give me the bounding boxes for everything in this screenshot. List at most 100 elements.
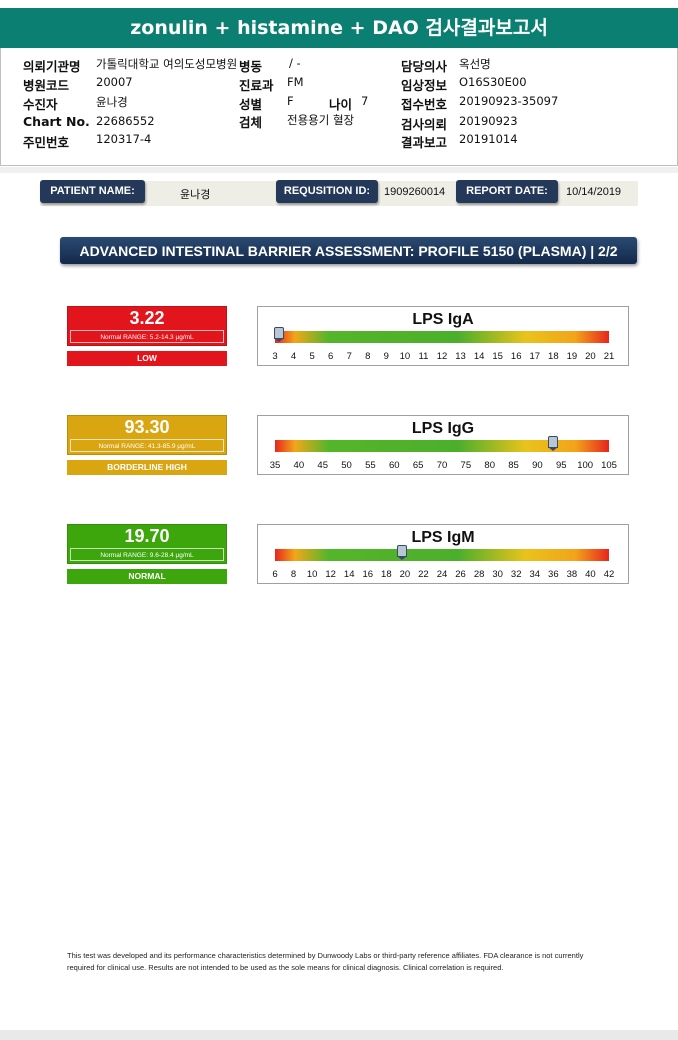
gauge-bar xyxy=(275,440,609,452)
gauge-tick-label: 30 xyxy=(492,569,503,580)
clinical-info-value: O16S30E00 xyxy=(459,75,527,89)
result-value: 3.22 xyxy=(129,308,165,328)
gauge-tick-label: 10 xyxy=(399,351,411,362)
result-value: 93.30 xyxy=(124,417,170,437)
requisition-id-label: REQUSITION ID: xyxy=(276,180,378,203)
chart-no-value: 22686552 xyxy=(96,114,155,128)
normal-range: Normal RANGE: 41.3-85.9 µg/mL xyxy=(70,439,224,452)
gauge-title: LPS IgG xyxy=(411,420,475,437)
hospital-code-label: 병원코드 xyxy=(23,78,70,93)
result-value-box: 3.22 Normal RANGE: 5.2-14.3 µg/mL xyxy=(67,306,227,346)
request-date-value: 20190923 xyxy=(459,114,518,128)
bottom-band xyxy=(0,1030,678,1040)
gauge-tick-label: 36 xyxy=(548,569,559,580)
gauge-marker xyxy=(274,327,285,342)
resident-id-value: 120317-4 xyxy=(96,132,152,146)
gauge-tick-label: 55 xyxy=(365,460,376,471)
report-date-pill-label: REPORT DATE: xyxy=(456,180,558,203)
doctor-label: 담당의사 xyxy=(401,59,448,74)
gauge-tick-label: 19 xyxy=(566,351,578,362)
receipt-no-value: 20190923-35097 xyxy=(459,94,559,108)
gauge-tick-label: 13 xyxy=(455,351,466,362)
gauge-panel: LPS IgA 3 4 5 6 7 8 9 10 11 12 13 14 15 16 17 18 19 20 21 xyxy=(257,306,629,366)
gauge-tick-label: 8 xyxy=(365,351,371,362)
gauge-tick-label: 38 xyxy=(566,569,578,580)
section-title: ADVANCED INTESTINAL BARRIER ASSESSMENT: … xyxy=(60,237,637,264)
result-status: NORMAL xyxy=(67,569,227,584)
gauge-tick-label: 24 xyxy=(436,569,448,580)
clinical-info-label: 임상정보 xyxy=(401,78,448,93)
gauge-tick-label: 20 xyxy=(585,351,596,362)
gauge-bar xyxy=(275,331,609,343)
gauge-tick-label: 75 xyxy=(460,460,472,471)
patient-info-table: 의뢰기관명 가톨릭대학교 여의도성모병원 병동 / - 담당의사 옥선명 병원코… xyxy=(0,48,678,166)
gauge-tick-label: 80 xyxy=(484,460,495,471)
normal-range: Normal RANGE: 9.6-28.4 µg/mL xyxy=(70,548,224,561)
recipient-label: 수진자 xyxy=(23,97,58,112)
gauge-tick-label: 3 xyxy=(272,351,278,362)
resident-id-label: 주민번호 xyxy=(23,135,70,150)
gauge-tick-label: 50 xyxy=(341,460,352,471)
gauge-tick-label: 7 xyxy=(346,351,352,362)
gauge-tick-label: 90 xyxy=(532,460,543,471)
title-rule xyxy=(0,46,678,48)
patient-name-value: 윤나경 xyxy=(180,189,211,201)
gauge-panel: LPS IgM 6 8 10 12 14 16 18 20 22 24 26 28 30 32 34 36 38 4… xyxy=(257,524,629,584)
gauge-tick-label: 100 xyxy=(577,460,594,471)
report-date-label: 결과보고 xyxy=(401,135,448,150)
request-date-label: 검사의뢰 xyxy=(401,117,448,132)
gauge-tick-label: 6 xyxy=(328,351,334,362)
institution-label: 의뢰기관명 xyxy=(23,59,81,74)
gauge-tick-label: 35 xyxy=(269,460,281,471)
institution-value: 가톨릭대학교 여의도성모병원 xyxy=(96,57,238,71)
recipient-value: 윤나경 xyxy=(96,95,128,109)
report-date-pill-value: 10/14/2019 xyxy=(566,186,622,198)
dept-value: FM xyxy=(287,75,304,89)
normal-range: Normal RANGE: 5.2-14.3 µg/mL xyxy=(70,330,224,343)
separator-band xyxy=(0,167,678,173)
result-status: BORDERLINE HIGH xyxy=(67,460,227,475)
gauge-tick-label: 45 xyxy=(317,460,328,471)
gauge-tick-label: 8 xyxy=(290,569,297,580)
gauge-tick-label: 4 xyxy=(290,351,297,362)
ward-value: / - xyxy=(289,56,301,70)
result-value-box: 19.70 Normal RANGE: 9.6-28.4 µg/mL xyxy=(67,524,227,564)
patient-name-label: PATIENT NAME: xyxy=(40,180,145,203)
gauge-tick-label: 17 xyxy=(529,351,541,362)
gauge-tick-label: 16 xyxy=(362,569,374,580)
receipt-no-label: 접수번호 xyxy=(401,97,448,112)
doctor-value: 옥선명 xyxy=(459,57,491,71)
gauge-tick-label: 5 xyxy=(309,351,315,362)
report-title: zonulin + histamine + DAO 검사결과보고서 xyxy=(0,8,678,46)
gauge-marker xyxy=(397,545,408,560)
requisition-id-value: 1909260014 xyxy=(384,186,446,198)
gauge-tick-label: 65 xyxy=(412,460,424,471)
gauge-tick-label: 105 xyxy=(601,460,617,471)
dept-label: 진료과 xyxy=(239,78,274,93)
gauge-tick-label: 26 xyxy=(455,569,466,580)
ward-label: 병동 xyxy=(239,59,263,74)
gauge-tick-label: 11 xyxy=(418,351,429,362)
result-status: LOW xyxy=(67,351,227,366)
disclaimer-text: This test was developed and its performa… xyxy=(67,951,584,972)
chart-no-label: Chart No. xyxy=(23,114,90,129)
gauge-tick-label: 6 xyxy=(272,569,278,580)
gauge-tick-label: 18 xyxy=(381,569,392,580)
specimen-value: 전용용기 혈장 xyxy=(287,113,355,127)
gauge-tick-label: 15 xyxy=(492,351,503,362)
gauge-tick-label: 95 xyxy=(555,460,567,471)
gauge-tick-label: 40 xyxy=(585,569,596,580)
gauge-tick-label: 40 xyxy=(293,460,305,471)
gauge-bar xyxy=(275,549,609,561)
gauge-tick-label: 18 xyxy=(548,351,559,362)
gauge-panel: LPS IgG 35 40 45 50 55 60 65 70 75 80 85 90 95 100 105 xyxy=(257,415,629,475)
gauge-tick-label: 85 xyxy=(508,460,519,471)
gauge-tick-label: 70 xyxy=(436,460,448,471)
result-value: 19.70 xyxy=(124,526,170,546)
result-value-box: 93.30 Normal RANGE: 41.3-85.9 µg/mL xyxy=(67,415,227,455)
gauge-tick-label: 42 xyxy=(603,569,615,580)
specimen-label: 검체 xyxy=(239,115,263,130)
gauge-tick-label: 60 xyxy=(388,460,400,471)
gauge-tick-label: 16 xyxy=(510,351,522,362)
gauge-tick-label: 32 xyxy=(510,569,522,580)
